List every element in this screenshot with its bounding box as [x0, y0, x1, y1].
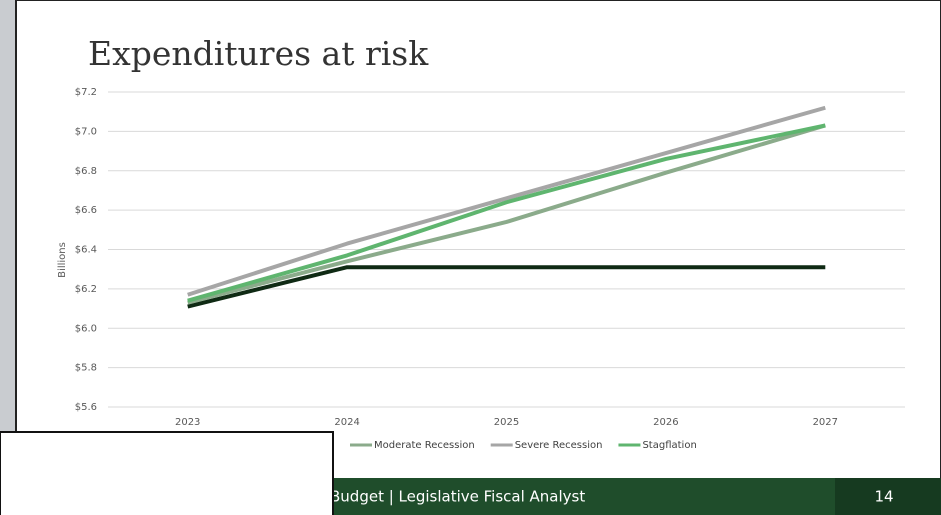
x-tick-label: 2023 [175, 417, 200, 428]
footer-text: Budget | Legislative Fiscal Analyst [330, 488, 585, 506]
y-tick-label: $7.0 [75, 126, 97, 137]
background-image [0, 0, 16, 515]
y-tick-label: $5.8 [75, 363, 97, 374]
y-tick-label: $5.6 [75, 402, 97, 413]
plot: $5.6 $5.8 $6.0 $6.2 $6.4 $6.6 $6.8 $7.0 $7.2 2023… [75, 87, 905, 451]
legend-label: Severe Recession [515, 440, 603, 451]
page-number: 14 [874, 488, 893, 506]
y-tick-label: $6.4 [75, 245, 97, 256]
series-line [187, 265, 826, 309]
overlay-window [0, 431, 334, 515]
chart-title: Expenditures at risk [88, 34, 429, 73]
y-tick-label: $6.6 [75, 205, 97, 216]
slide-frame [15, 0, 941, 515]
legend-label: Moderate Recession [374, 440, 475, 451]
y-tick-label: $6.2 [75, 284, 97, 295]
x-tick-label: 2024 [334, 417, 359, 428]
series-line [187, 123, 826, 303]
y-tick-label: $6.8 [75, 166, 97, 177]
series-line [187, 105, 826, 297]
y-tick-label: $6.0 [75, 323, 97, 334]
x-tick-label: 2026 [653, 417, 678, 428]
series-line [187, 123, 826, 305]
x-tick-label: 2027 [813, 417, 838, 428]
y-axis-title: Billions [57, 242, 68, 278]
x-tick-label: 2025 [494, 417, 519, 428]
page-number-box [835, 478, 941, 515]
y-tick-label: $7.2 [75, 87, 97, 98]
legend-label: Stagflation [642, 440, 696, 451]
